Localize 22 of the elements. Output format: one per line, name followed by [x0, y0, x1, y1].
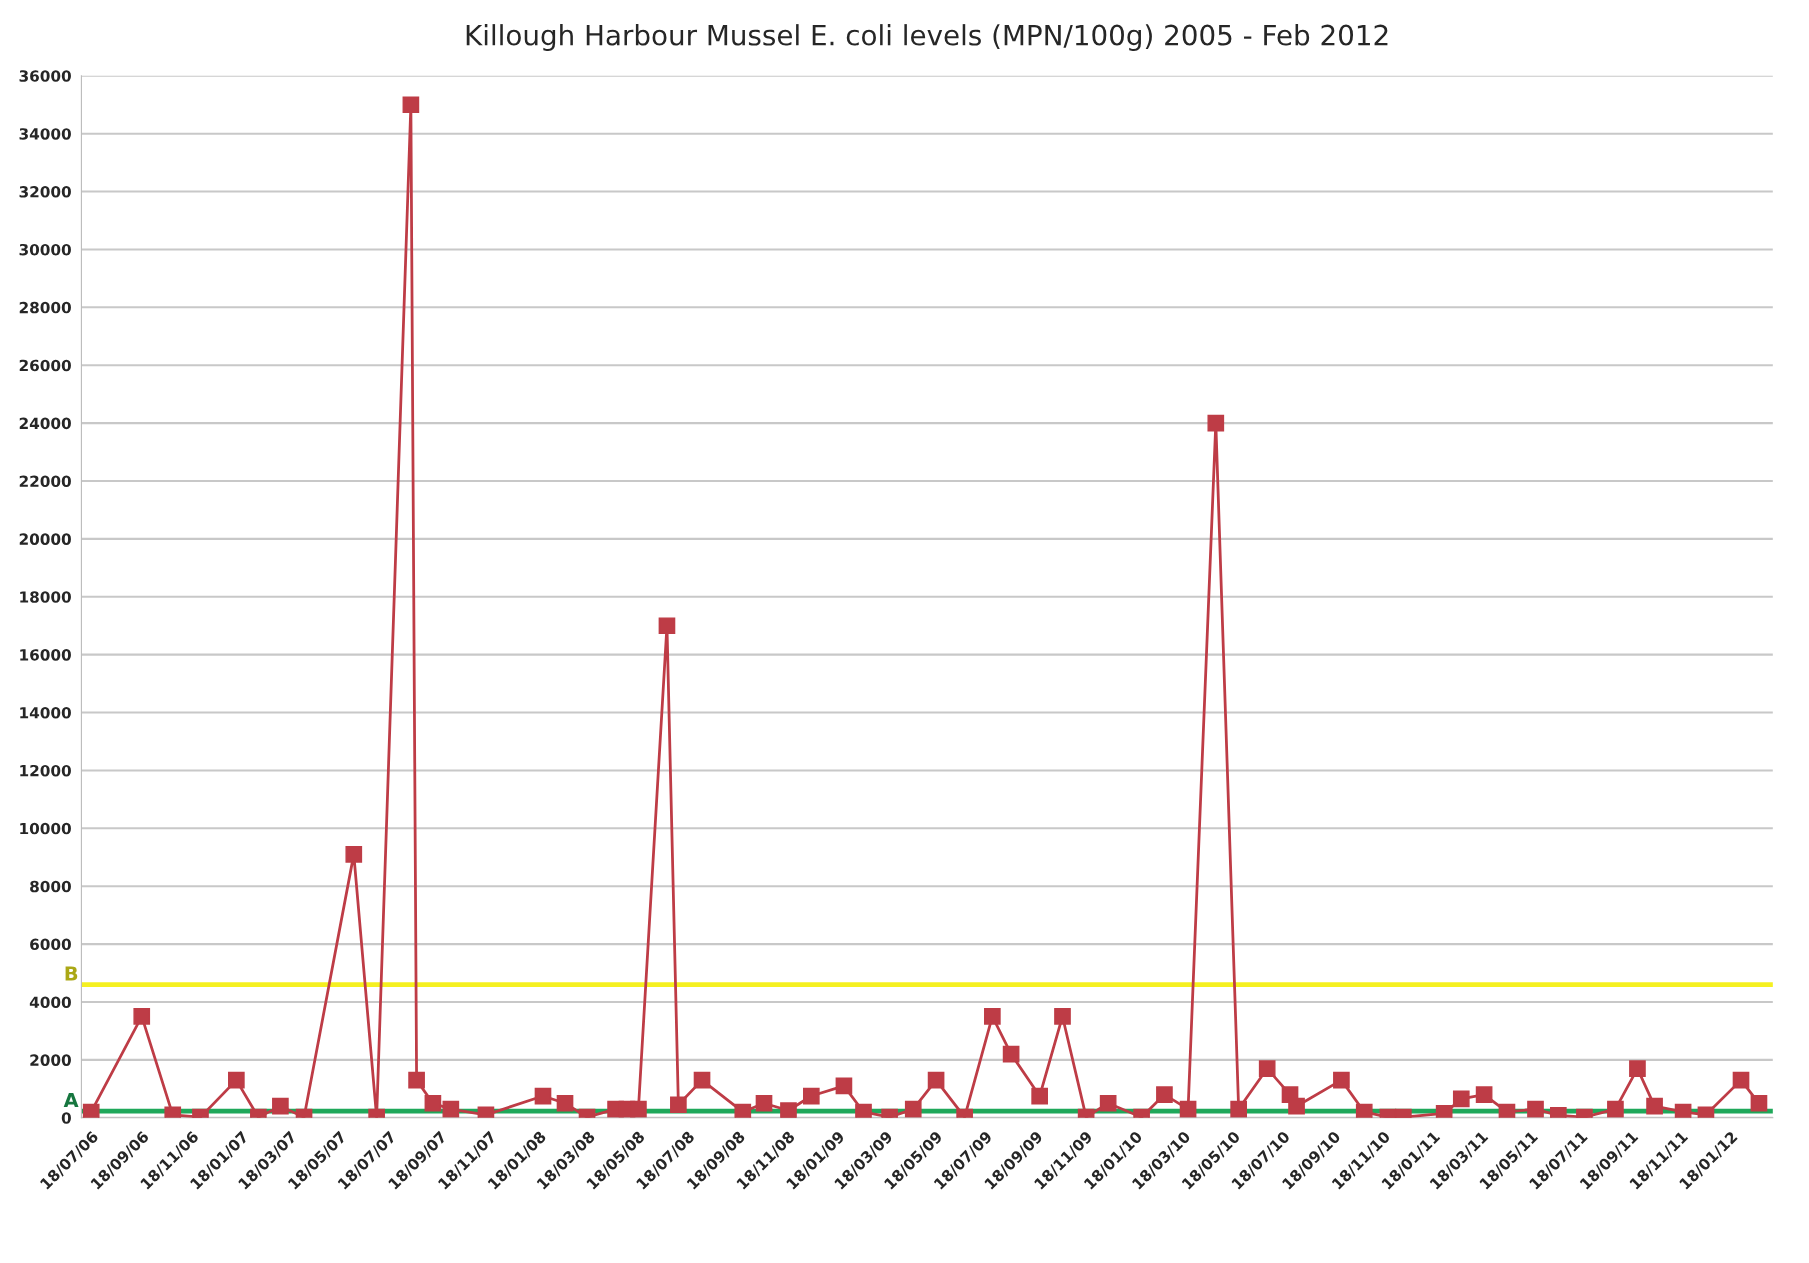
y-tick-label: 24000 — [19, 417, 71, 430]
y-tick-label: 8000 — [30, 880, 71, 893]
y-tick-label: 34000 — [19, 128, 71, 140]
y-tick-label: 2000 — [30, 1054, 71, 1066]
y-tick-label: 14000 — [20, 707, 71, 719]
ref-line-label: B — [65, 966, 78, 981]
y-tick-label: 18000 — [20, 591, 71, 603]
y-tick-label: 6000 — [30, 938, 71, 951]
y-tick-label: 16000 — [20, 649, 71, 661]
chart-title: Killough Harbour Mussel E. coli levels (MPN/100g) 2005 - Feb 2012 — [466, 24, 1388, 51]
y-tick-label: 0 — [61, 1112, 71, 1124]
y-tick-label: 4000 — [29, 996, 71, 1008]
y-tick-label: 28000 — [19, 301, 71, 314]
y-tick-label: 10000 — [20, 822, 71, 835]
ref-line-label: A — [63, 1092, 79, 1108]
y-tick-label: 32000 — [19, 186, 71, 198]
y-tick-label: 20000 — [19, 533, 71, 545]
y-tick-label: 30000 — [19, 243, 71, 256]
y-tick-label: 36000 — [19, 70, 71, 82]
y-tick-label: 22000 — [19, 475, 71, 488]
y-tick-label: 26000 — [19, 359, 71, 372]
y-tick-label: 12000 — [20, 764, 71, 777]
